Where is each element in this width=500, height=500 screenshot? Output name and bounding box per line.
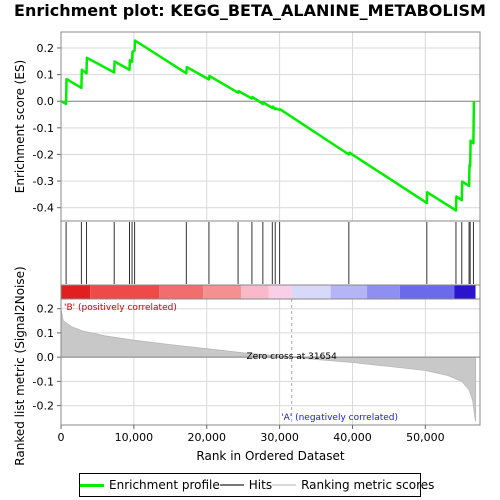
x-tick-label: 50,000 xyxy=(406,431,445,444)
legend-label-enrichment: Enrichment profile xyxy=(109,478,220,492)
ranking-bar-segment xyxy=(400,285,455,299)
es-y-axis-label: Enrichment score (ES) xyxy=(13,60,27,193)
legend-swatch-enrichment xyxy=(80,484,104,487)
ranking-bar-segment xyxy=(292,285,331,299)
metric-y-tick-label: 0.1 xyxy=(37,327,55,340)
metric-y-axis-label: Ranked list metric (Signal2Noise) xyxy=(13,266,27,465)
es-plot-area xyxy=(61,32,480,221)
negative-correlation-label: 'A' (negatively correlated) xyxy=(281,413,398,423)
x-tick-label: 30,000 xyxy=(260,431,299,444)
legend-label-hits: Hits xyxy=(249,478,272,492)
x-tick-label: 20,000 xyxy=(187,431,226,444)
legend-swatch-ranking xyxy=(272,484,296,486)
x-tick-label: 40,000 xyxy=(333,431,372,444)
x-tick-label: 10,000 xyxy=(115,431,154,444)
es-y-tick-label: -0.3 xyxy=(33,175,54,188)
hits-frame xyxy=(61,221,480,285)
legend-item-ranking: Ranking metric scores xyxy=(272,478,434,492)
ranking-bar-segment xyxy=(203,285,241,299)
zero-cross-label: Zero cross at 31654 xyxy=(247,352,338,362)
ranking-bar-segment xyxy=(159,285,203,299)
es-y-tick-label: -0.1 xyxy=(33,122,54,135)
metric-y-tick-label: -0.2 xyxy=(33,400,54,413)
legend-item-enrichment: Enrichment profile xyxy=(80,478,220,492)
legend: Enrichment profile Hits Ranking metric s… xyxy=(79,473,421,497)
ranking-bar-segment xyxy=(367,285,400,299)
legend-swatch-hits xyxy=(220,484,244,486)
ranking-bar-segment xyxy=(61,285,90,299)
ranking-bar-segment xyxy=(331,285,367,299)
hits-panel xyxy=(61,221,480,285)
ranking-bar-segment xyxy=(241,285,269,299)
ranking-bar-segment xyxy=(269,285,292,299)
legend-label-ranking: Ranking metric scores xyxy=(301,478,434,492)
x-axis: 0 10,000 20,000 30,000 40,000 50,000 Rank in O… xyxy=(58,425,445,463)
x-axis-label: Rank in Ordered Dataset xyxy=(196,449,344,463)
metric-y-tick-label: 0.2 xyxy=(37,303,55,316)
es-y-tick-label: 0.0 xyxy=(37,95,55,108)
positive-correlation-label: 'B' (positively correlated) xyxy=(64,303,177,313)
es-y-tick-label: 0.2 xyxy=(37,42,55,55)
metric-y-tick-label: 0.0 xyxy=(37,351,55,364)
ranking-bar-segment xyxy=(90,285,159,299)
ranking-color-bar xyxy=(61,285,480,299)
es-y-tick-label: -0.4 xyxy=(33,202,54,215)
ranking-bar-tail xyxy=(476,285,480,299)
metric-y-tick-label: -0.1 xyxy=(33,375,54,388)
ranking-bar-segment xyxy=(454,285,475,299)
legend-item-hits: Hits xyxy=(220,478,272,492)
es-y-tick-label: 0.1 xyxy=(37,69,55,82)
es-panel: 0.2 0.1 0.0 -0.1 -0.2 -0.3 -0.4 Enrichment scor… xyxy=(13,32,480,221)
x-tick-label: 0 xyxy=(58,431,65,444)
es-y-tick-label: -0.2 xyxy=(33,148,54,161)
